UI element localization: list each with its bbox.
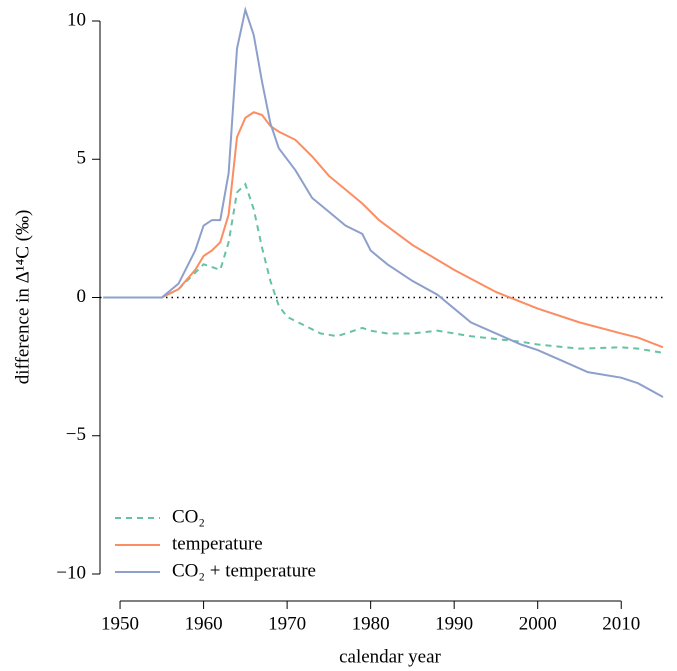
x-tick-label: 1970 (268, 613, 306, 634)
series-line (103, 182, 664, 354)
y-tick-label: 5 (77, 148, 87, 169)
x-tick-label: 1960 (185, 613, 223, 634)
y-tick-label: −5 (66, 424, 86, 445)
x-tick-label: 1990 (435, 613, 473, 634)
legend-label: CO₂ (172, 506, 205, 527)
legend-label: CO₂ + temperature (172, 560, 316, 581)
x-tick-label: 1950 (101, 613, 139, 634)
x-axis-title: calendar year (339, 646, 441, 667)
y-tick-label: 10 (67, 9, 86, 30)
x-tick-label: 2000 (519, 613, 557, 634)
y-tick-label: −10 (56, 562, 86, 583)
y-tick-label: 0 (77, 286, 87, 307)
legend-label: temperature (172, 533, 263, 554)
series-line (103, 6, 664, 398)
x-tick-label: 1980 (352, 613, 390, 634)
series-line (103, 111, 664, 349)
y-axis-title: difference in Δ¹⁴C (‰) (12, 210, 33, 385)
x-tick-label: 2010 (602, 613, 640, 634)
